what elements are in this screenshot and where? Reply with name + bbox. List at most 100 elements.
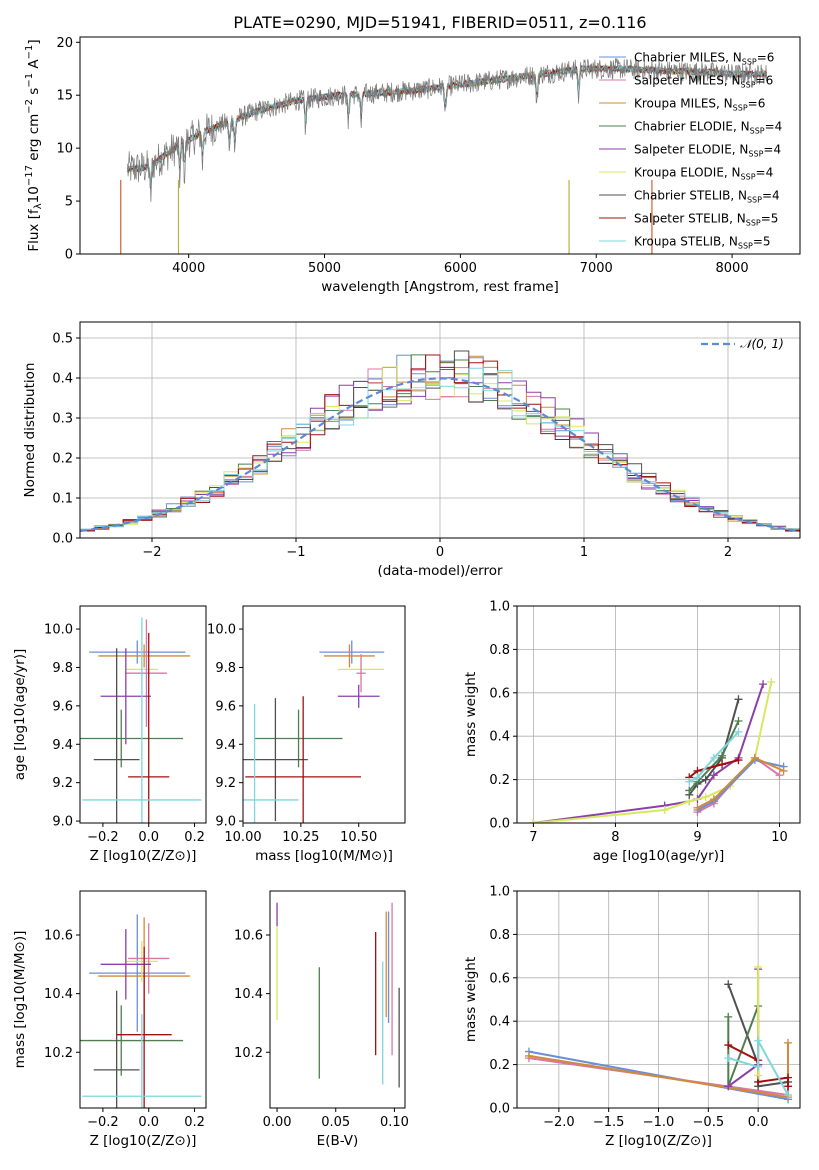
massweight-marker bbox=[685, 777, 694, 786]
massweight-vs-age-chart: 7 8 9 10 0.0 0.2 0.4 0.6 0.8 1.0 age [log10(age/yr… bbox=[463, 600, 801, 864]
massweight-marker bbox=[784, 1073, 793, 1082]
massweight-vs-Z-chart-plot-area bbox=[524, 962, 793, 1104]
massweight-vs-Z-chart-ylabel: mass weight bbox=[463, 957, 479, 1042]
residuals-chart-plot-area bbox=[80, 350, 800, 533]
age-vs-Z-chart-frame bbox=[79, 605, 207, 824]
age-vs-Z-chart-xtick-label: 0.0 bbox=[138, 830, 159, 845]
legend-label: Salpeter STELIB, NSSP=5 bbox=[634, 212, 778, 228]
residuals-chart-ytick-label: 0.3 bbox=[52, 412, 73, 427]
massweight-vs-Z-chart-ytick-label: 0.2 bbox=[489, 1058, 510, 1073]
mass-vs-ebv-chart-xtick-label: 0.05 bbox=[321, 1115, 350, 1130]
mass-vs-Z-chart-ytick-label: 10.6 bbox=[44, 928, 73, 943]
legend-label: Salpeter ELODIE, NSSP=4 bbox=[634, 143, 781, 159]
spectrum-chart-xtick-label: 5000 bbox=[308, 261, 341, 276]
massweight-vs-age-chart-grid bbox=[517, 605, 800, 824]
mass-vs-Z-chart-xtick-label: 0.0 bbox=[138, 1115, 159, 1130]
residuals-chart-ylabel: Normed distribution bbox=[22, 363, 38, 498]
massweight-marker bbox=[529, 819, 538, 823]
massweight-vs-age-chart-ytick-label: 0.2 bbox=[489, 773, 510, 788]
legend-label: Chabrier STELIB, NSSP=4 bbox=[634, 189, 780, 205]
residual-histogram bbox=[80, 366, 800, 531]
massweight-marker bbox=[709, 795, 718, 804]
residuals-chart-ytick-label: 0.5 bbox=[52, 332, 73, 347]
legend-label: 𝒩(0, 1) bbox=[740, 337, 784, 351]
massweight-marker bbox=[724, 980, 733, 989]
age-vs-Z-chart-ytick-label: 10.0 bbox=[44, 623, 73, 638]
gaussian-curve bbox=[80, 377, 800, 533]
massweight-vs-Z-chart-xtick-label: 0.0 bbox=[748, 1115, 769, 1130]
massweight-vs-Z-chart-ytick-label: 0.6 bbox=[489, 971, 510, 986]
massweight-marker bbox=[734, 727, 743, 736]
age-vs-Z-chart-ylabel: age [log10(age/yr)] bbox=[12, 649, 28, 781]
mass-vs-ebv-chart-xtick-label: 0.00 bbox=[263, 1115, 292, 1130]
massweight-vs-age-chart-ytick-label: 0.6 bbox=[489, 686, 510, 701]
spectrum-chart-xtick-label: 8000 bbox=[716, 261, 749, 276]
massweight-vs-age-chart-ytick-label: 1.0 bbox=[489, 600, 510, 615]
massweight-line bbox=[688, 759, 739, 779]
residual-histogram bbox=[80, 354, 800, 532]
massweight-marker bbox=[734, 717, 743, 726]
massweight-vs-age-chart-xtick-label: 9 bbox=[693, 830, 701, 845]
massweight-line bbox=[533, 681, 773, 823]
spectrum-chart-xtick-label: 6000 bbox=[444, 261, 477, 276]
chart-title: PLATE=0290, MJD=51941, FIBERID=0511, z=0… bbox=[233, 13, 646, 32]
mass-vs-Z-chart-ytick-label: 10.4 bbox=[44, 987, 73, 1002]
age-vs-mass-chart-ytick-label: 9.0 bbox=[215, 815, 236, 830]
age-vs-Z-chart-ytick-label: 9.6 bbox=[52, 699, 73, 714]
massweight-marker bbox=[784, 1082, 793, 1091]
spectrum-data-line bbox=[127, 58, 768, 202]
spectrum-chart: 4000 5000 6000 7000 8000 0 5 10 15 20 PLATE=0290, … bbox=[24, 13, 801, 295]
massweight-marker bbox=[701, 775, 710, 784]
massweight-marker bbox=[759, 680, 768, 689]
residual-histogram bbox=[80, 367, 800, 530]
massweight-vs-Z-chart-xlabel: Z [log10(Z/Z⊙)] bbox=[605, 1133, 712, 1149]
age-vs-Z-chart-xtick-label: −0.2 bbox=[87, 830, 119, 845]
age-vs-Z-chart-plot-area bbox=[80, 617, 202, 823]
massweight-marker bbox=[775, 771, 784, 780]
residuals-chart-ytick-label: 0.0 bbox=[52, 532, 73, 547]
massweight-marker bbox=[660, 805, 669, 814]
age-vs-mass-chart-ytick-label: 9.6 bbox=[215, 699, 236, 714]
massweight-vs-Z-chart: −2.0 −1.5 −1.0 −0.5 0.0 0.0 0.2 0.4 0.6 0.8 1.0 Z [… bbox=[463, 885, 801, 1149]
spectrum-legend: Chabrier MILES, NSSP=6 Salpeter MILES, NS… bbox=[599, 51, 782, 251]
massweight-vs-Z-chart-ytick-label: 0.4 bbox=[489, 1015, 510, 1030]
massweight-vs-age-chart-ylabel: mass weight bbox=[463, 672, 479, 757]
massweight-vs-Z-chart-ytick-label: 0.8 bbox=[489, 928, 510, 943]
mass-vs-Z-chart-xtick-label: 0.2 bbox=[184, 1115, 205, 1130]
legend-label: Chabrier ELODIE, NSSP=4 bbox=[634, 120, 782, 136]
mass-vs-ebv-chart: 0.00 0.05 0.10 10.2 10.4 10.6 E(B-V) bbox=[234, 890, 409, 1149]
massweight-line bbox=[727, 969, 760, 1088]
residuals-chart-xtick-label: 2 bbox=[724, 545, 732, 560]
spectrum-chart-ytick-label: 5 bbox=[65, 195, 73, 210]
massweight-marker bbox=[784, 1038, 793, 1047]
age-vs-Z-chart-xtick-label: 0.2 bbox=[184, 830, 205, 845]
legend-label: Kroupa ELODIE, NSSP=4 bbox=[634, 166, 773, 182]
mass-vs-Z-chart-frame bbox=[79, 890, 207, 1109]
spectrum-chart-xtick-label: 7000 bbox=[580, 261, 613, 276]
age-vs-mass-chart-ytick-label: 9.8 bbox=[215, 661, 236, 676]
mass-vs-Z-chart-xtick-label: −0.2 bbox=[87, 1115, 119, 1130]
mass-vs-ebv-chart-xtick-label: 0.10 bbox=[380, 1115, 409, 1130]
massweight-vs-Z-chart-frame bbox=[516, 890, 801, 1109]
age-vs-mass-chart-xtick-label: 10.50 bbox=[340, 830, 377, 845]
spectrum-chart-ytick-label: 0 bbox=[65, 248, 73, 263]
massweight-marker bbox=[724, 1012, 733, 1021]
mass-vs-ebv-chart-ytick-label: 10.4 bbox=[234, 987, 263, 1002]
massweight-vs-Z-chart-xtick-label: −0.5 bbox=[693, 1115, 725, 1130]
mass-vs-ebv-chart-frame bbox=[269, 890, 406, 1109]
age-vs-Z-chart-ytick-label: 9.4 bbox=[52, 738, 73, 753]
massweight-marker bbox=[734, 756, 743, 765]
age-vs-Z-chart: −0.2 0.0 0.2 9.0 9.2 9.4 9.6 9.8 10.0 Z [log10(Z/… bbox=[12, 605, 207, 864]
age-vs-Z-chart-ytick-label: 9.0 bbox=[52, 815, 73, 830]
spectrum-chart-frame bbox=[79, 36, 801, 255]
spectrum-chart-xtick-label: 4000 bbox=[172, 261, 205, 276]
spectrum-chart-ytick-label: 20 bbox=[56, 36, 73, 51]
massweight-marker bbox=[767, 677, 776, 686]
age-vs-Z-chart-ytick-label: 9.2 bbox=[52, 776, 73, 791]
spectrum-chart-plot-area bbox=[120, 58, 768, 254]
massweight-marker bbox=[718, 760, 727, 769]
residuals-chart-xtick-label: −2 bbox=[142, 545, 161, 560]
residuals-chart: −2 −1 0 1 2 0.0 0.1 0.2 0.3 0.4 0.5 (data-model)/er… bbox=[22, 321, 801, 579]
massweight-line bbox=[528, 1050, 789, 1101]
massweight-vs-Z-chart-xtick-label: −1.5 bbox=[593, 1115, 625, 1130]
